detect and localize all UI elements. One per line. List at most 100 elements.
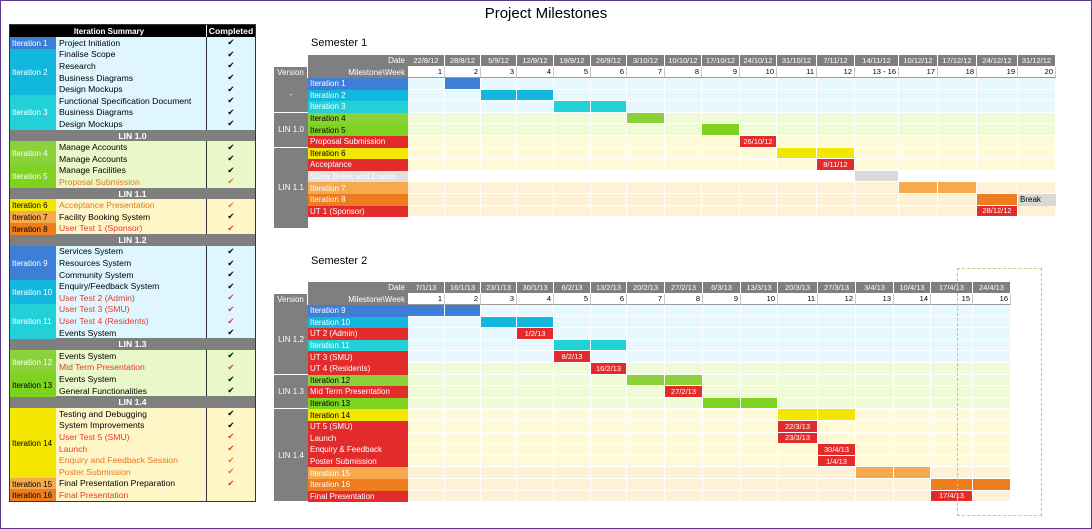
gantt-cell bbox=[973, 351, 1011, 363]
gantt-cell bbox=[740, 193, 777, 206]
week-cell: 19 bbox=[977, 66, 1018, 78]
completed-check: ✔ bbox=[206, 222, 255, 235]
completed-check: ✔ bbox=[206, 199, 255, 211]
gantt-cell bbox=[703, 420, 741, 433]
gantt-cell bbox=[408, 135, 445, 148]
gantt-cell bbox=[481, 467, 517, 479]
gantt-cell bbox=[703, 409, 741, 421]
gantt-cell bbox=[856, 455, 894, 468]
week-cell: 12 bbox=[817, 66, 855, 78]
version-group-label: - bbox=[274, 78, 308, 113]
summary-row: Functional Specification Document ✔ bbox=[10, 94, 255, 107]
completed-check: ✔ bbox=[206, 48, 255, 61]
gantt-cell bbox=[777, 89, 817, 102]
gantt-cell bbox=[408, 467, 445, 479]
gantt-cell bbox=[894, 467, 931, 479]
gantt-cell bbox=[973, 374, 1011, 387]
completed-check: ✔ bbox=[206, 164, 255, 177]
gantt-cell bbox=[517, 78, 554, 90]
gantt-cell bbox=[931, 362, 973, 375]
milestone-name: Final Presentation bbox=[308, 490, 408, 503]
gantt-cell bbox=[778, 409, 818, 421]
gantt-cell bbox=[591, 78, 627, 90]
gantt-cell bbox=[517, 397, 554, 410]
date-cell: 24/12/12 bbox=[977, 55, 1018, 67]
gantt-cell bbox=[554, 316, 591, 329]
gantt-cell bbox=[445, 478, 481, 491]
gantt-cell bbox=[554, 89, 591, 102]
week-cell: 2 bbox=[445, 293, 481, 305]
gantt-cell bbox=[703, 351, 741, 363]
break-label: Break bbox=[1018, 194, 1056, 206]
gantt-cell bbox=[856, 420, 894, 433]
task-label: Business Diagrams bbox=[59, 72, 134, 83]
week-cell: 13 bbox=[856, 293, 894, 305]
gantt-cell bbox=[855, 147, 899, 160]
week-cell: 5 bbox=[554, 66, 591, 78]
summary-row: Iteration 1Project Initiation ✔ bbox=[10, 37, 255, 49]
milestone-row: Iteration 8 bbox=[274, 193, 1056, 206]
gantt-cell bbox=[703, 386, 741, 398]
completed-check: ✔ bbox=[206, 303, 255, 316]
gantt-cell bbox=[591, 89, 627, 102]
task-label: User Test 1 (Sponsor) bbox=[59, 223, 143, 234]
summary-row: Iteration 12Events System✔ bbox=[10, 350, 255, 362]
gantt-cell bbox=[517, 170, 554, 183]
gantt-cell bbox=[1018, 159, 1056, 171]
gantt-cell bbox=[741, 478, 778, 491]
gantt-cell bbox=[931, 420, 973, 433]
gantt-cell bbox=[817, 193, 855, 206]
date-cell: 12/9/12 bbox=[517, 55, 554, 67]
gantt-cell bbox=[973, 339, 1011, 352]
summary-row: Services System ✔ bbox=[10, 245, 255, 258]
gantt-cell bbox=[702, 124, 740, 136]
week-cell: 18 bbox=[938, 66, 977, 78]
gantt-cell bbox=[591, 432, 627, 445]
gantt-cell bbox=[894, 432, 931, 445]
gantt-cell bbox=[855, 170, 899, 183]
milestone-name: Enquiry & Feedback bbox=[308, 444, 408, 456]
gantt-cell bbox=[703, 490, 741, 503]
gantt-cell bbox=[778, 328, 818, 340]
gantt-cell bbox=[702, 101, 740, 113]
gantt-cell bbox=[894, 305, 931, 317]
gantt-cell bbox=[777, 135, 817, 148]
completed-check: ✔ bbox=[206, 94, 255, 107]
gantt-cell bbox=[445, 432, 481, 445]
gantt-cell bbox=[517, 455, 554, 468]
gantt-cell bbox=[554, 170, 591, 183]
gantt-cell bbox=[931, 478, 973, 491]
gantt-cell bbox=[554, 112, 591, 125]
task-label: Services System bbox=[59, 246, 123, 257]
gantt-cell bbox=[408, 205, 445, 218]
gantt-cell bbox=[481, 101, 517, 113]
gantt-cell bbox=[408, 420, 445, 433]
gantt-cell bbox=[554, 467, 591, 479]
gantt-cell bbox=[899, 124, 938, 136]
gantt-cell bbox=[445, 351, 481, 363]
week-cell: 3 bbox=[481, 66, 517, 78]
gantt-cell bbox=[591, 182, 627, 194]
gantt-cell bbox=[977, 78, 1018, 90]
gantt-cell bbox=[445, 467, 481, 479]
gantt-cell bbox=[855, 112, 899, 125]
milestone-week-label: Milestone\Week bbox=[308, 293, 408, 305]
gantt-cell bbox=[855, 182, 899, 194]
gantt-cell bbox=[973, 467, 1011, 479]
gantt-cell bbox=[591, 386, 627, 398]
gantt-cell bbox=[517, 101, 554, 113]
gantt-cell bbox=[855, 135, 899, 148]
summary-row: User Test 3 (SMU) ✔ bbox=[10, 303, 255, 316]
gantt-cell bbox=[703, 305, 741, 317]
iteration-block: Iteration 8 bbox=[10, 223, 56, 235]
gantt-cell bbox=[517, 444, 554, 456]
milestone-name: Iteration 2 bbox=[308, 89, 408, 102]
milestone-row: UT 5 (SMU) 22/3/13 bbox=[274, 420, 1011, 433]
gantt-cell bbox=[408, 147, 445, 160]
gantt-cell bbox=[408, 182, 445, 194]
milestone-row: Iteration 10 bbox=[274, 316, 1011, 329]
date-cell: 27/3/13 bbox=[818, 282, 856, 294]
summary-row: Iteration 8User Test 1 (Sponsor) ✔ bbox=[10, 222, 255, 235]
summary-row: Business Diagrams ✔ bbox=[10, 71, 255, 84]
